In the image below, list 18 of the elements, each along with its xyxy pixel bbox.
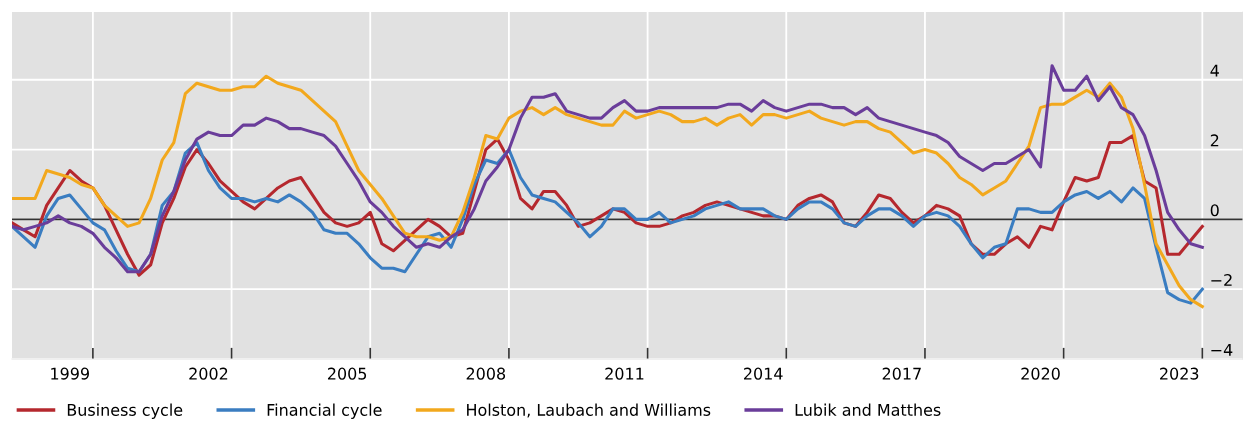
legend-label: Business cycle [67,403,183,420]
y-tick-label: 4 [1210,64,1219,77]
x-tick-label: 2017 [882,367,921,380]
x-tick-label: 2023 [1160,367,1199,380]
x-tick-label: 2008 [466,367,506,380]
x-tick-label: 2011 [605,367,644,380]
x-tick-label: 2002 [189,367,228,380]
y-tick-label: 2 [1210,134,1219,147]
x-tick-label: 2005 [327,367,367,380]
x-tick-label: 2014 [744,367,783,380]
y-tick-label: 0 [1210,204,1219,217]
y-tick-label: −4 [1211,344,1233,356]
legend-label: Holston, Laubach and Williams [467,403,711,418]
x-tick-label: 1999 [51,367,89,380]
legend-label: Financial cycle [267,403,382,420]
x-tick-label: 2020 [1021,367,1060,380]
y-tick-label: −2 [1211,274,1232,286]
legend-label: Lubik and Matthes [795,403,941,416]
